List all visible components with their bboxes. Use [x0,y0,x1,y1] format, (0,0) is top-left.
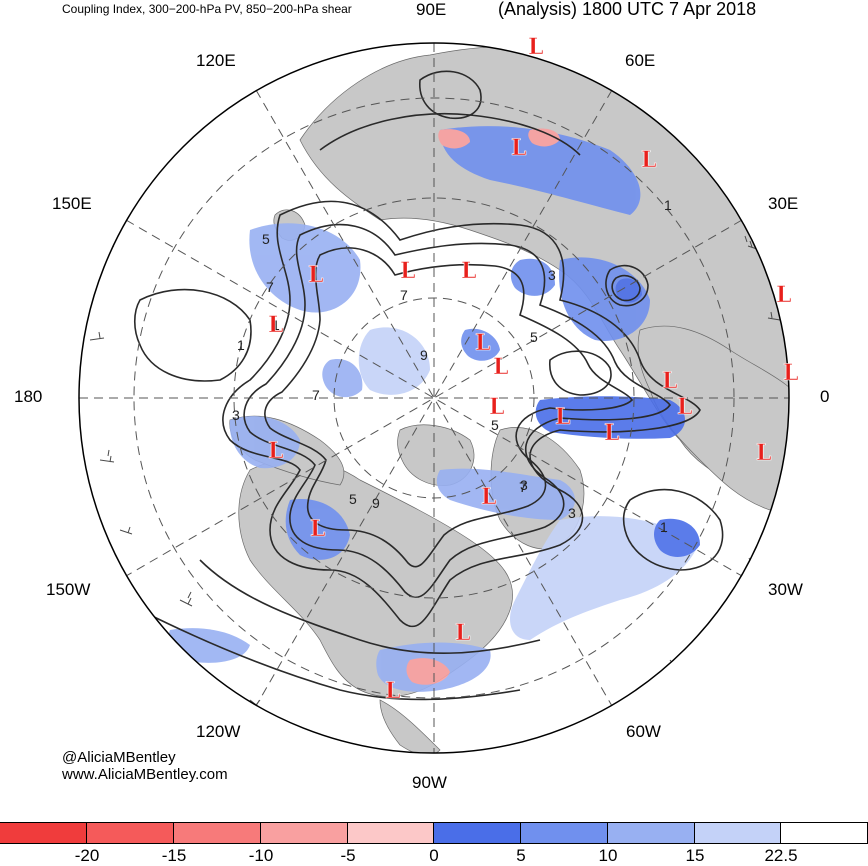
contour-label: 9 [420,347,428,363]
contour-label: 1 [272,317,280,333]
colorbar-segment [87,822,174,844]
contour-label: 3 [548,267,556,283]
low-marker: L [662,368,677,394]
colorbar-segment [0,822,87,844]
lon-label-120w: 120W [196,722,241,741]
colorbar-tick: 10 [598,846,618,865]
contour-label: 1 [664,197,672,213]
lon-label-0: 0 [820,387,830,406]
low-marker: L [756,440,771,466]
contour-labels: 1 1 1 1 3 3 3 3 5 5 5 5 7 7 7 7 9 9 [232,197,672,535]
analysis-time: (Analysis) 1800 UTC 7 Apr 2018 [498,0,757,19]
colorbar-tick: 15 [685,846,705,865]
lon-label-60e: 60E [625,51,656,70]
contour-label: 7 [266,279,274,295]
contour-label: 5 [491,417,499,433]
contour-label: 3 [520,477,528,493]
low-marker: L [776,282,791,308]
contour-label: 9 [372,495,380,511]
contour-label: 5 [530,329,538,345]
lon-label-120e: 120E [196,51,236,70]
colorbar-tick: -15 [161,846,187,865]
colorbar-tick: 5 [516,846,526,865]
lon-label-30e: 30E [768,194,799,213]
colorbar-segment [261,822,348,844]
colorbar-segment [434,822,521,844]
map-boundary [78,42,790,754]
colorbar-segment [781,822,868,844]
credit-website: www.AliciaMBentley.com [62,766,228,783]
contour-label: 5 [349,491,357,507]
low-markers: L L L L L L L L L L L L L L L L L L L L … [268,34,799,705]
low-marker: L [268,312,283,338]
low-marker: L [493,354,508,380]
lon-label-60w: 60W [626,722,661,741]
colorbar-tick: -5 [340,846,356,865]
lon-label-180: 180 [14,387,43,406]
low-marker: L [677,394,692,420]
credit-handle: @AliciaMBentley [62,749,176,766]
colorbar-segment [521,822,608,844]
graticule [79,43,789,753]
contour-label: 5 [262,231,270,247]
contour-label: 1 [237,337,245,353]
contour-label: 3 [232,407,240,423]
colorbar-segment [608,822,695,844]
lon-label-30w: 30W [768,580,803,599]
colorbar-segment [695,822,781,844]
low-marker: L [511,135,526,161]
low-marker: L [310,516,325,542]
low-marker: L [641,147,656,173]
lon-label-150e: 150E [52,194,92,213]
low-marker: L [783,360,798,386]
low-marker: L [555,404,570,430]
low-marker: L [475,330,490,356]
low-marker: L [455,620,470,646]
colorbar-segment [348,822,434,844]
contour-label: 7 [519,479,527,495]
lon-label-90w: 90W [412,773,447,792]
colorbar-tick: -20 [74,846,100,865]
colorbar-tick: -10 [248,846,274,865]
contour-label: 3 [568,505,576,521]
low-marker: L [528,34,543,60]
coupling-index-shading [168,126,700,692]
low-marker: L [268,438,283,464]
colorbar [0,822,868,845]
low-marker: L [481,484,496,510]
lon-label-90e: 90E [416,0,447,19]
contour-label: 7 [312,387,320,403]
contour-label: 1 [660,519,668,535]
pv-contours [133,70,724,701]
map-description: Coupling Index, 300−200-hPa PV, 850−200-… [62,2,352,16]
colorbar-tick: 22.5 [764,846,798,865]
low-marker: L [308,262,323,288]
low-marker: L [385,678,400,704]
lon-label-150w: 150W [46,580,91,599]
low-marker: L [604,420,619,446]
low-marker: L [489,394,504,420]
colorbar-tick: 0 [429,846,439,865]
low-marker: L [400,258,415,284]
colorbar-segment [174,822,261,844]
contour-label: 7 [400,287,408,303]
low-marker: L [461,258,476,284]
